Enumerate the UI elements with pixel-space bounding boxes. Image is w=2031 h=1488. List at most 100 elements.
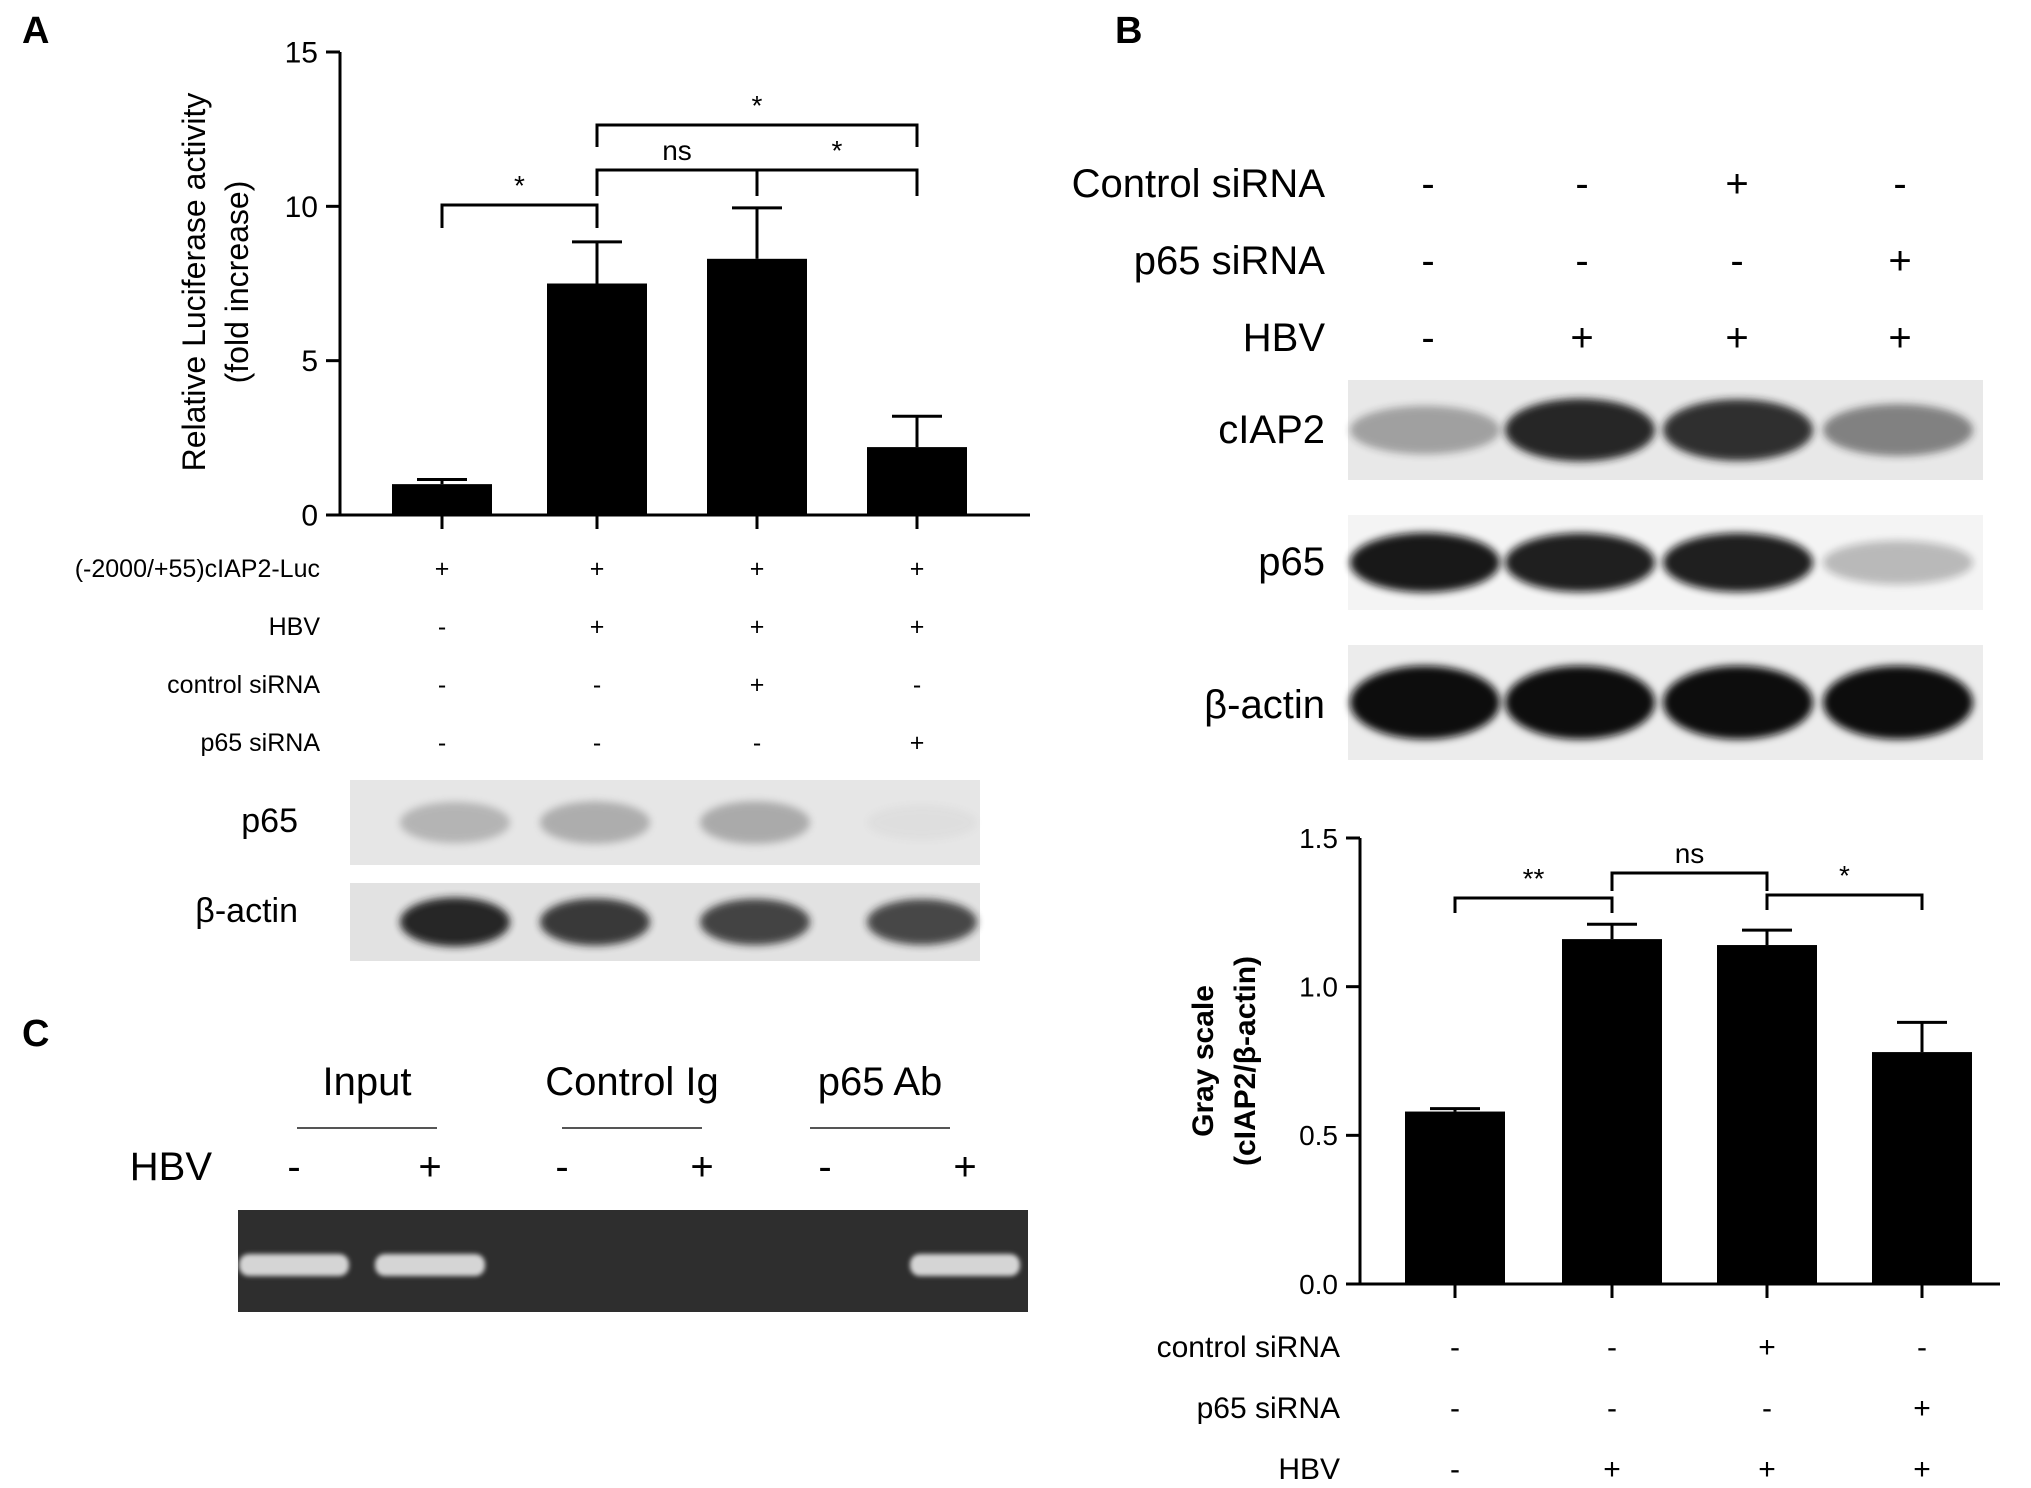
chart-b-bar: [1717, 945, 1817, 1284]
chart-b-ticks: 0.0 0.5 1.0 1.5: [1299, 823, 1924, 1300]
panel-c-hbv-value: +: [418, 1145, 441, 1189]
panel-b-condition-value: -: [1421, 316, 1434, 360]
blot-a-band: [700, 801, 810, 844]
blot-b-band: [1505, 398, 1655, 462]
panel-a-conditions: (-2000/+55)cIAP2-Luc + + + + HBV - + + + control s…: [75, 555, 925, 757]
panel-b-chart-condition-value: -: [1607, 1392, 1617, 1425]
panel-c-hbv-value: +: [953, 1145, 976, 1189]
blot-a-band: [867, 899, 977, 945]
panel-a-condition-value: -: [593, 729, 601, 757]
panel-c-hbv-value: -: [287, 1145, 300, 1189]
panel-c-gel-band: [375, 1254, 485, 1276]
panel-a-condition-value: +: [910, 555, 925, 583]
panel-a-condition-value: -: [438, 729, 446, 757]
panel-b-chart-condition-label: p65 siRNA: [1197, 1392, 1340, 1425]
chart-b-sig-label: ns: [1675, 838, 1705, 869]
chart-a-bar: [867, 447, 967, 515]
chart-a-sig-bracket: [595, 168, 759, 196]
chart-b-ytick-label: 0.0: [1299, 1269, 1338, 1300]
panel-c: C Input Control Ig p65 Ab HBV - + - + - +: [22, 1013, 1028, 1312]
panel-b-chart-condition-value: -: [1917, 1331, 1927, 1364]
panel-b-condition-value: -: [1421, 162, 1434, 206]
panel-c-gel-band: [239, 1254, 349, 1276]
panel-a-condition-value: +: [750, 671, 765, 699]
panel-a-condition-value: +: [435, 555, 450, 583]
chart-a-bar: [547, 283, 647, 515]
chart-a-bars: [392, 258, 967, 515]
panel-c-group-label: Control Ig: [545, 1060, 718, 1104]
panel-a-condition-value: +: [750, 613, 765, 641]
panel-letter-c: C: [22, 1013, 49, 1055]
chart-a-bar: [707, 258, 807, 515]
blot-a-band: [700, 898, 810, 946]
chart-a-significance: * ns * *: [440, 90, 919, 228]
panel-b-condition-value: +: [1570, 316, 1593, 360]
panel-b-chart-condition-value: -: [1762, 1392, 1772, 1425]
panel-b-chart-condition-value: -: [1450, 1453, 1460, 1486]
panel-b-condition-value: +: [1888, 316, 1911, 360]
panel-b-condition-value: -: [1575, 239, 1588, 283]
chart-a: Relative Luciferase activity (fold incre…: [176, 37, 1030, 533]
panel-b-condition-value: +: [1725, 316, 1748, 360]
chart-a-sig-bracket: [755, 168, 919, 196]
panel-b-condition-label: Control siRNA: [1072, 162, 1326, 206]
chart-a-sig-label: ns: [662, 135, 692, 166]
panel-b-condition-value: +: [1725, 162, 1748, 206]
panel-b-condition-value: -: [1575, 162, 1588, 206]
chart-a-ytick-label: 15: [285, 37, 318, 70]
panel-a-condition-value: +: [590, 613, 605, 641]
blot-b-band: [1663, 665, 1813, 740]
chart-b-bar: [1405, 1111, 1505, 1284]
chart-b-sig-bracket: [1765, 893, 1924, 910]
chart-b-bar: [1872, 1052, 1972, 1284]
panel-a-condition-value: +: [750, 555, 765, 583]
panel-b-conditions: Control siRNA - - + - p65 siRNA - - - + HBV - + + +: [1072, 162, 1912, 360]
chart-b-significance: ** ns *: [1453, 838, 1924, 913]
blot-b-band: [1823, 665, 1973, 740]
panel-b-chart-condition-value: +: [1758, 1331, 1776, 1364]
panel-b-blots: cIAP2 p65 β-actin: [1204, 380, 1983, 760]
panel-b-chart-condition-value: -: [1450, 1392, 1460, 1425]
panel-c-hbv-label: HBV: [130, 1145, 213, 1189]
panel-a-condition-value: +: [910, 613, 925, 641]
panel-a: A Relative Luciferase activity (fold inc…: [22, 10, 1030, 961]
chart-b-sig-label: *: [1839, 860, 1850, 891]
blot-b-band: [1505, 665, 1655, 740]
chart-a-sig-label: *: [832, 135, 843, 166]
blot-a-band: [400, 801, 510, 844]
chart-b-ytick-label: 1.0: [1299, 971, 1338, 1002]
panel-c-gel: [238, 1210, 1028, 1312]
chart-b-sig-bracket: [1610, 871, 1769, 891]
panel-c-groups: Input Control Ig p65 Ab: [297, 1060, 950, 1129]
panel-a-condition-value: +: [910, 729, 925, 757]
panel-b-chart-condition-value: -: [1607, 1331, 1617, 1364]
panel-a-condition-value: -: [913, 671, 921, 699]
blot-a-strips: [350, 780, 980, 961]
blot-a-band: [867, 804, 977, 841]
chart-a-sig-bracket: [440, 203, 599, 228]
panel-b-condition-label: HBV: [1243, 316, 1326, 360]
blot-a-band: [400, 897, 510, 947]
panel-a-condition-value: -: [753, 729, 761, 757]
chart-a-ylabel-line2: (fold increase): [219, 181, 255, 384]
blot-b-band: [1350, 405, 1500, 455]
panel-b-chart-conditions: control siRNA - - + - p65 siRNA - - - + HBV - + + +: [1157, 1331, 1931, 1486]
blot-a-label-actin: β-actin: [195, 892, 298, 930]
chart-b-ylabel-line1: Gray scale: [1187, 985, 1220, 1137]
panel-a-condition-label: control siRNA: [167, 671, 320, 699]
blot-b-band: [1350, 665, 1500, 740]
blot-b-band: [1823, 404, 1973, 456]
blot-b-label-ciap2: cIAP2: [1218, 408, 1325, 452]
panel-b-condition-label: p65 siRNA: [1134, 239, 1326, 283]
chart-a-sig-label: *: [752, 90, 763, 121]
chart-a-ytick-label: 0: [301, 500, 318, 533]
panel-b-condition-value: -: [1421, 239, 1434, 283]
panel-a-condition-label: HBV: [269, 613, 321, 641]
panel-b-chart-condition-value: +: [1913, 1392, 1931, 1425]
chart-a-sig-label: *: [514, 170, 525, 201]
panel-b-condition-value: +: [1888, 239, 1911, 283]
blot-b-band: [1505, 533, 1655, 592]
panel-b: B Control siRNA - - + -p65 siRNA - - - +HBV - + + + …: [1072, 10, 2000, 1486]
blot-b-band: [1823, 540, 1973, 585]
